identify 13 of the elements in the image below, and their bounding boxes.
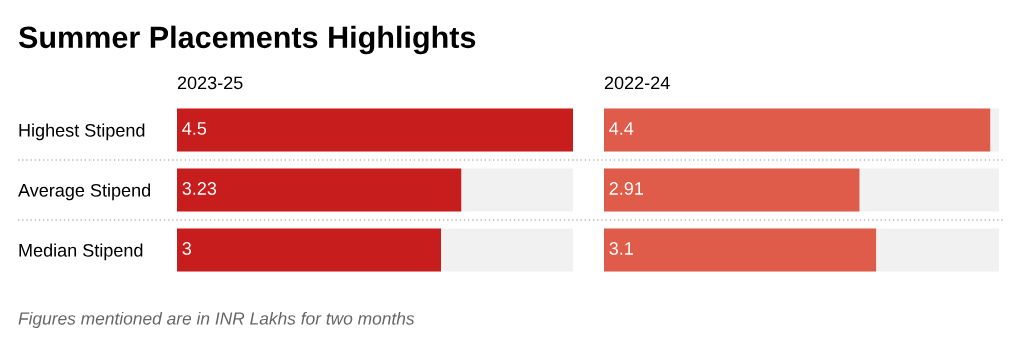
data-label: 3 [182,242,191,255]
data-label: 3.1 [609,242,633,255]
data-label: 3.23 [182,182,217,195]
y-tick-label: Median Stipend [19,243,143,261]
data-label: 2.91 [609,182,643,195]
data-label: 4.5 [182,122,207,135]
chart-subtitle: 2022-24 [604,76,670,90]
chart-title: Summer Placements Highlights [18,25,476,55]
chart-subtitle: 2023-25 [177,76,243,90]
text: Figures mentioned are in INR Lakhs for two months [18,311,415,329]
data-label: 4.4 [609,122,634,135]
y-tick-label: Average Stipend [18,183,151,201]
y-tick-label: Highest Stipend [19,123,145,141]
